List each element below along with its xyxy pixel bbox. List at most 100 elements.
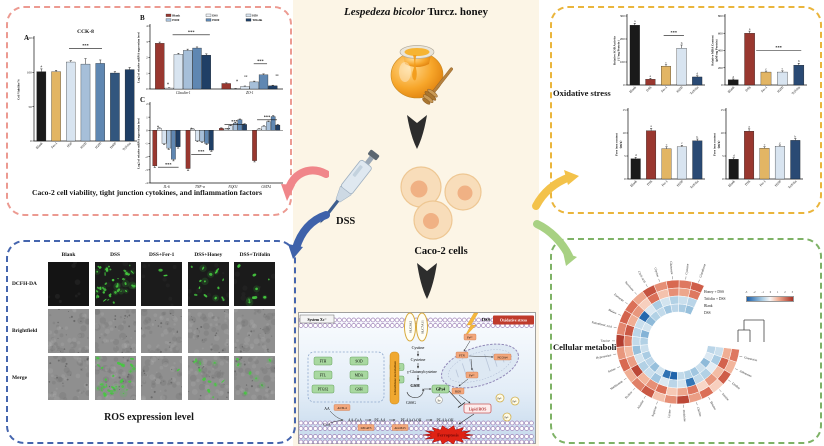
svg-text:Trifolin: Trifolin [252,18,262,22]
free-iron-chart-2: 0 5 10 15 Free iron content (μg/g) d Blank a DSS c… [712,108,803,190]
svg-text:H200: H200 [776,85,784,93]
svg-text:-3: -3 [145,168,148,172]
peaaooh-label: PE-AA-O-OH [401,419,422,423]
fe2-circle-3: Fe²⁺ [505,415,510,419]
svg-text:Glutamate: Glutamate [669,261,674,275]
fe2-circle-1: Fe²⁺ [498,396,503,400]
svg-text:H200: H200 [212,18,220,22]
micrograph-tile [187,262,229,306]
svg-text:1: 1 [146,71,148,75]
svg-text:NQO1: NQO1 [227,185,238,189]
svg-text:DSS: DSS [744,179,751,186]
ftn-box: FTN [459,354,466,358]
ferroptosis-label: Ferroptosis [437,433,459,438]
dss-label: DSS [336,216,356,227]
cysteine-label: Cysteine [411,357,426,362]
svg-text:c: c [765,67,767,71]
svg-text:Relative SOD Activity: Relative SOD Activity [612,36,616,65]
svg-text:0: 0 [146,129,148,133]
svg-text:Free iron content: Free iron content [614,132,618,156]
svg-text:e: e [650,74,652,78]
svg-text:DSS: DSS [212,13,218,17]
yellow-arrow-icon [532,170,579,210]
svg-text:d: d [635,153,637,157]
tight-junction-chart: 0 1 2 3 4 Log2 of relative mRNA expression le… [136,13,283,95]
svg-text:***: *** [198,149,205,154]
heatmap-scale-ticks: -3 -2 -1 0 1 2 3 [745,291,793,294]
svg-text:0: 0 [624,177,626,181]
cystine-label: Cystine [412,345,425,350]
svg-text:H200: H200 [94,141,102,149]
ferroptosis-starburst [422,425,474,444]
svg-text:0: 0 [146,87,148,91]
honey-dipper-icon [422,67,453,105]
svg-text:600: 600 [718,31,723,35]
down-arrow-icon-2 [417,263,437,299]
svg-text:#: # [157,125,159,129]
svg-text:d: d [696,72,698,76]
ftl-label: FTL [320,374,326,378]
svg-text:Malate: Malate [608,308,618,316]
oxidative-stress-label: Oxidative stress [553,88,611,98]
svg-text:H100: H100 [172,18,180,22]
ros-caption: ROS expression level [104,412,194,423]
glutamylcysteine-label: γ-Glutamylcysteine [407,370,437,374]
svg-text:IL-6: IL-6 [163,185,170,189]
svg-text:#: # [167,82,169,86]
pink-arrow-icon [281,166,329,201]
svg-text:Betaine: Betaine [709,401,717,412]
svg-text:5: 5 [722,154,724,158]
svg-text:Trifolin: Trifolin [122,141,132,151]
ros-box: ROS [455,390,461,394]
svg-text:H400: H400 [109,141,117,149]
svg-text:3: 3 [146,40,148,44]
gsh-label: GSH [410,383,420,388]
svg-text:d: d [732,75,734,79]
svg-text:Trifolin: Trifolin [787,179,797,189]
micrograph-tile [234,356,276,400]
svg-text:Inosine: Inosine [721,392,730,402]
lipid-ros-label: Lipid ROS [469,407,487,411]
gpx4-label: GPx4 [436,388,445,392]
svg-text:Pantothenic acid: Pantothenic acid [591,320,612,329]
aacoa-label: AA-CoA [348,419,362,423]
micrograph-row-label: DCFH-DA [12,281,37,287]
svg-text:Taurine: Taurine [601,339,611,343]
peaaoh-label: PE-AA-OH [437,419,454,423]
svg-text:**: ** [244,75,248,79]
svg-text:Fer-1: Fer-1 [759,179,767,187]
glutathione-metabolism-ribbon: Glutathione metabolism [393,361,397,395]
micrograph-tile [94,309,136,353]
svg-text:DSS: DSS [745,85,752,92]
svg-text:H50: H50 [66,141,73,148]
svg-text:***: *** [82,43,89,48]
blue-arrow-icon [288,211,330,259]
down-arrow-icon-1 [407,115,427,149]
caco2-cells-icon [400,166,482,240]
figure-title: Lespedeza bicolor Turcz. honey [296,6,536,18]
svg-text:2: 2 [146,56,148,60]
title-rest: Turcz. honey [424,6,488,18]
svg-text:c: c [764,143,766,147]
svg-text:-4: -4 [145,181,148,185]
svg-text:Blank: Blank [172,13,180,17]
inflammation-chart: -4 -3 -2 -1 0 1 2 Log2 of relative mRNA express… [136,102,283,189]
svg-text:Cell Viability/%: Cell Viability/% [16,79,20,100]
sod-label: SOD [355,360,363,364]
svg-text:300: 300 [620,14,625,18]
micrograph-tile [187,356,229,400]
micrograph-tile [48,262,89,306]
alox15-box: ALOX15 [394,426,406,430]
dendrogram [737,319,765,342]
svg-text:Cysteine: Cysteine [684,263,689,275]
lightning-icon [463,312,479,339]
svg-text:0: 0 [721,83,723,87]
fe3-box: Fe³⁺ [467,336,473,340]
svg-text:Lysine: Lysine [667,409,672,418]
svg-text:100: 100 [27,71,32,75]
micrograph-tile [48,356,89,400]
svg-text:Alanine: Alanine [636,399,645,410]
cck8-bar-chart: 0 50 100 150 CCK-8 Cell Viability/% # Blank Fer-… [16,29,137,152]
acsl4-box: ACSL4 [337,406,347,410]
